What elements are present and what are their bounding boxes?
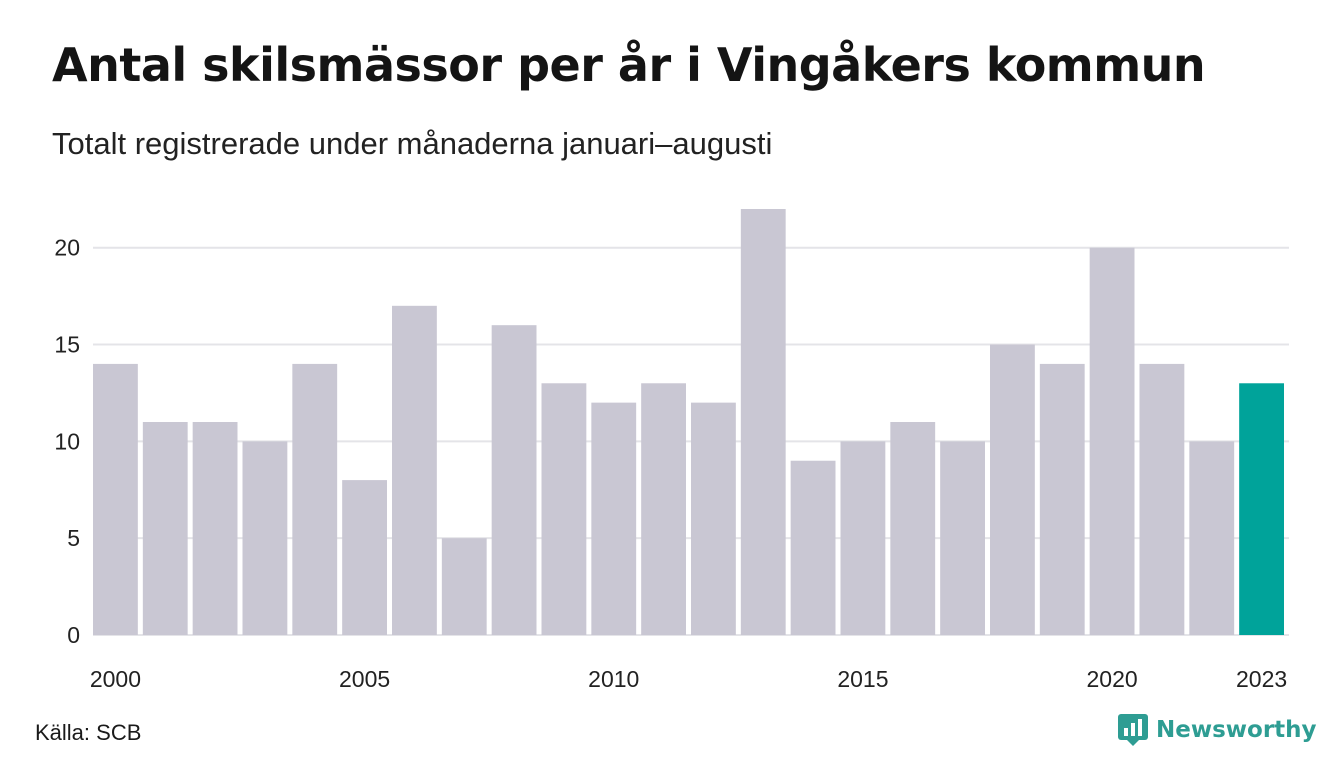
bar-2003: [242, 441, 288, 635]
bar-2021: [1139, 363, 1185, 635]
brand-name: Newsworthy: [1156, 717, 1317, 743]
x-axis-tick-labels: 2000 2005 2010 2015 2020 2023: [90, 666, 1287, 692]
bars: [93, 209, 1284, 635]
bar-2002: [192, 422, 238, 635]
y-tick-label: 5: [67, 525, 80, 551]
bar-2008: [491, 325, 537, 635]
x-tick-label: 2015: [837, 666, 888, 692]
chart-title: Antal skilsmässor per år i Vingåkers kom…: [52, 38, 1206, 92]
x-tick-label: 2005: [339, 666, 390, 692]
x-tick-label: 2023: [1236, 666, 1287, 692]
bar-2023: [1239, 383, 1284, 635]
y-tick-label: 0: [67, 622, 80, 648]
bar-2015: [840, 441, 886, 635]
bar-2022: [1189, 441, 1235, 635]
bar-2016: [890, 422, 936, 635]
bar-chart: 0 5 10 15 20 2000 2005 2010 2015 2020 2023: [54, 209, 1289, 692]
bar-2019: [1039, 363, 1085, 635]
bar-2005: [342, 480, 387, 635]
bar-2001: [142, 422, 188, 635]
x-tick-label: 2020: [1086, 666, 1137, 692]
bar-2006: [392, 305, 437, 635]
bar-2012: [691, 402, 736, 635]
y-axis-tick-labels: 0 5 10 15 20: [54, 235, 80, 648]
bar-2020: [1089, 247, 1135, 635]
bar-2000: [93, 363, 138, 635]
chart-subtitle: Totalt registrerade under månaderna janu…: [52, 126, 773, 161]
x-tick-label: 2010: [588, 666, 639, 692]
bar-2017: [940, 441, 985, 635]
source-note: Källa: SCB: [35, 720, 142, 745]
x-tick-label: 2000: [90, 666, 141, 692]
bar-2010: [591, 402, 637, 635]
bar-2004: [292, 363, 338, 635]
bar-2009: [541, 383, 587, 635]
y-tick-label: 10: [54, 428, 80, 454]
bar-2014: [790, 460, 836, 635]
bar-2011: [641, 383, 686, 635]
y-tick-label: 20: [54, 235, 80, 261]
bar-2013: [740, 209, 786, 635]
brand: Newsworthy: [1118, 714, 1317, 746]
newsworthy-logo-icon: [1118, 714, 1148, 746]
bar-2018: [990, 344, 1035, 635]
bar-2007: [441, 538, 487, 635]
y-tick-label: 15: [54, 332, 80, 358]
